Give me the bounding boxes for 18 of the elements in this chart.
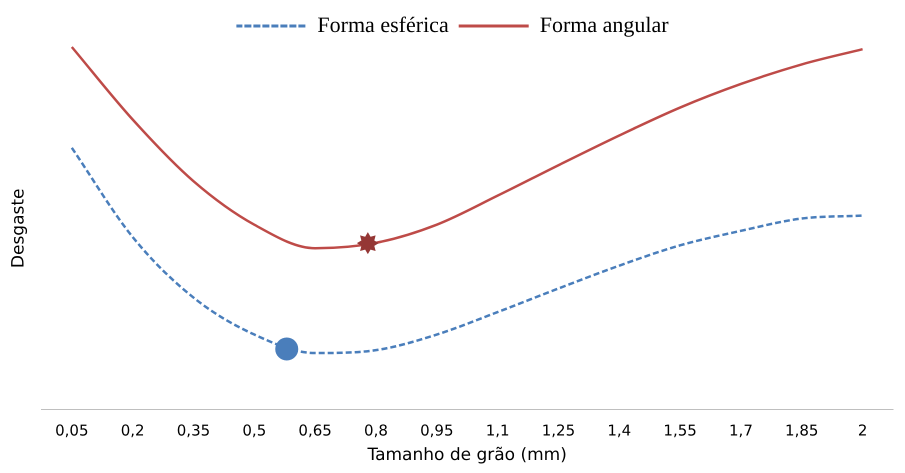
x-tick-label: 0,2 bbox=[120, 421, 145, 440]
x-tick-label: 0,8 bbox=[364, 421, 388, 440]
legend-label: Forma angular bbox=[540, 12, 670, 37]
x-tick-label: 0,65 bbox=[298, 421, 332, 440]
x-tick-label: 1,25 bbox=[542, 421, 576, 440]
x-axis-title: Tamanho de grão (mm) bbox=[366, 445, 567, 466]
x-tick-label: 1,55 bbox=[663, 421, 697, 440]
x-tick-label: 0,95 bbox=[420, 421, 454, 440]
x-tick-label: 0,35 bbox=[176, 421, 210, 440]
x-tick-label: 1,7 bbox=[729, 421, 753, 440]
x-tick-label: 0,05 bbox=[55, 421, 89, 440]
x-tick-label: 1,4 bbox=[607, 421, 632, 440]
y-axis-title: Desgaste bbox=[8, 188, 29, 268]
x-tick-label: 1,1 bbox=[486, 421, 510, 440]
legend-label: Forma esférica bbox=[317, 12, 449, 37]
x-tick-label: 1,85 bbox=[785, 421, 818, 440]
x-tick-label: 2 bbox=[858, 421, 868, 440]
x-tick-label: 0,5 bbox=[242, 421, 266, 440]
